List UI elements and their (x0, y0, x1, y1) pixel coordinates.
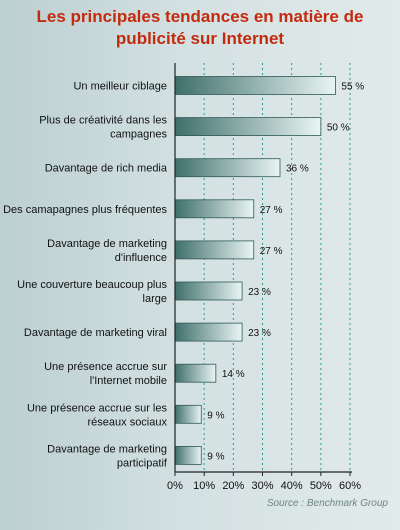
value-label-0: 55 % (341, 82, 364, 93)
category-label-0: Un meilleur ciblage (73, 81, 167, 93)
source-note: Source : Benchmark Group (266, 498, 388, 509)
chart-title-line-2: publicité sur Internet (115, 29, 285, 48)
value-label-3: 27 % (260, 205, 283, 216)
value-label-5: 23 % (248, 287, 271, 298)
category-label-4-line-1: d'influence (115, 252, 167, 264)
bar-8 (174, 404, 202, 424)
bar-0 (174, 76, 336, 95)
bar-6 (174, 322, 243, 342)
value-label-4: 27 % (260, 246, 283, 257)
x-tick-label-40: 40% (281, 480, 303, 492)
value-label-6: 23 % (248, 328, 271, 339)
value-label-2: 36 % (286, 164, 309, 175)
bar-3 (174, 199, 255, 219)
x-tick-label-10: 10% (193, 480, 215, 492)
bar-5 (174, 281, 243, 301)
category-label-9-line-1: participatif (117, 457, 168, 469)
x-tick-label-60: 60% (339, 480, 361, 492)
category-label-4-line-0: Davantage de marketing (47, 238, 167, 250)
bar-9 (174, 445, 202, 465)
category-label-1-line-1: campagnes (110, 129, 167, 141)
value-label-7: 14 % (222, 369, 245, 380)
category-label-7-line-0: Une présence accrue sur (44, 361, 167, 373)
category-label-6: Davantage de marketing viral (24, 327, 167, 339)
category-label-7-line-1: l'Internet mobile (90, 375, 167, 387)
category-label-8-line-0: Une présence accrue sur les (27, 402, 168, 414)
value-label-9: 9 % (207, 451, 224, 462)
value-label-1: 50 % (327, 123, 350, 134)
bar-2 (174, 158, 281, 178)
chart-title: Les principales tendances en matière de … (0, 6, 400, 50)
x-tick-label-30: 30% (251, 480, 273, 492)
x-tick-label-20: 20% (222, 480, 244, 492)
category-label-8-line-1: réseaux sociaux (88, 416, 168, 428)
category-label-9-line-0: Davantage de marketing (47, 443, 167, 455)
value-label-8: 9 % (207, 410, 224, 421)
bar-7 (174, 363, 217, 383)
x-tick-label-50: 50% (310, 480, 332, 492)
x-tick-label-0: 0% (167, 480, 183, 492)
category-label-5-line-0: Une couverture beaucoup plus (17, 279, 167, 291)
category-label-5-line-1: large (143, 293, 167, 305)
chart-title-line-1: Les principales tendances en matière de (36, 7, 364, 26)
category-label-3: Des camapagnes plus fréquentes (3, 204, 167, 216)
bar-4 (174, 240, 255, 260)
category-label-2: Davantage de rich media (45, 163, 168, 175)
category-label-1-line-0: Plus de créativité dans les (39, 115, 167, 127)
bar-1 (174, 117, 322, 136)
